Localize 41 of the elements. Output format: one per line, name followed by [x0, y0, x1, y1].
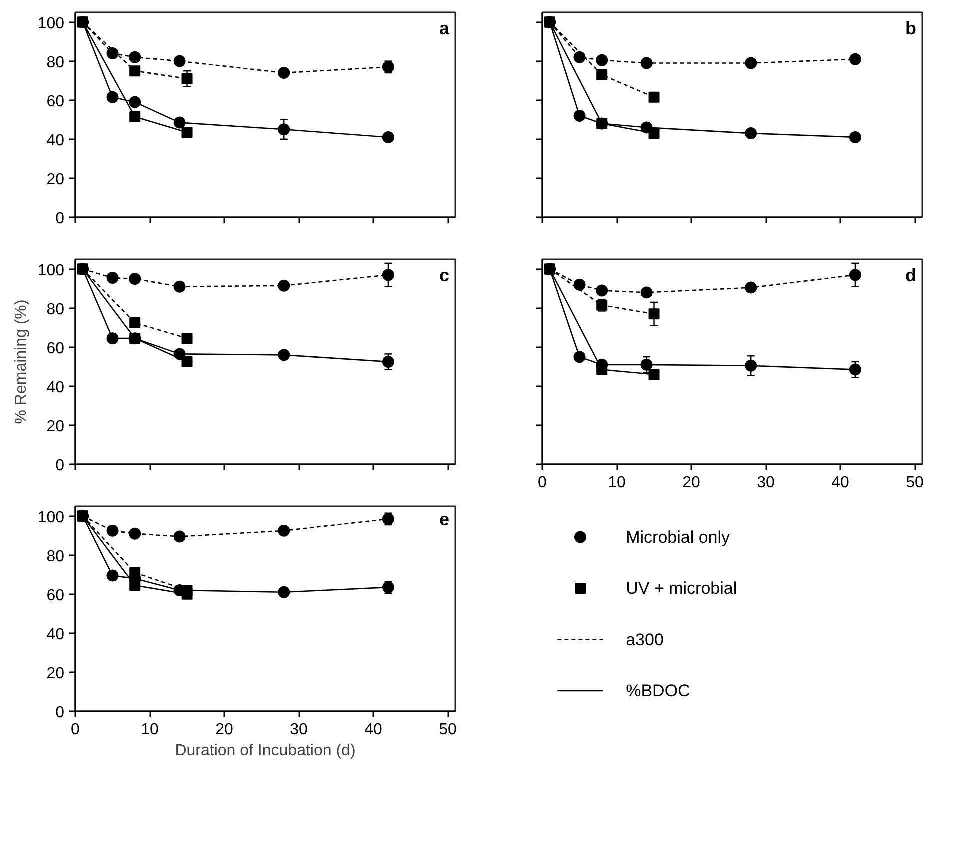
y-tick-label: 0 — [56, 458, 65, 474]
y-tick-label: 60 — [46, 340, 65, 358]
x-tick-label: 0 — [71, 722, 80, 738]
x-tick-label: 0 — [538, 474, 548, 492]
legend-label: a300 — [626, 630, 664, 650]
legend-label: UV + microbial — [626, 579, 738, 598]
y-tick-label: 100 — [38, 262, 65, 280]
chart-title: e — [439, 510, 450, 530]
x-tick-label: 20 — [216, 722, 234, 738]
chart-title: d — [906, 266, 917, 286]
x-tick-label: 50 — [439, 722, 458, 738]
chart-title: c — [439, 266, 450, 286]
chart-title: b — [906, 18, 917, 38]
x-tick-label: 40 — [832, 474, 850, 492]
x-tick-label: 10 — [141, 722, 160, 738]
legend-label: Microbial only — [626, 528, 731, 547]
y-tick-label: 40 — [46, 132, 65, 150]
chart-title: a — [439, 18, 450, 38]
legend-label: %BDOC — [626, 682, 690, 700]
x-axis-title: Duration of Incubation (d) — [175, 742, 356, 760]
x-tick-label: 50 — [906, 474, 924, 492]
y-tick-label: 80 — [46, 301, 65, 318]
y-tick-label: 20 — [46, 665, 65, 682]
y-tick-label: 100 — [38, 15, 65, 32]
x-tick-label: 10 — [608, 474, 626, 492]
y-tick-label: 20 — [46, 418, 65, 436]
y-tick-label: 60 — [46, 93, 65, 110]
y-tick-label: 40 — [46, 626, 65, 644]
y-tick-label: 40 — [46, 379, 65, 396]
x-tick-label: 20 — [682, 474, 701, 492]
y-tick-label: 0 — [56, 210, 65, 228]
x-tick-label: 40 — [364, 722, 383, 738]
y-tick-label: 20 — [46, 171, 65, 188]
y-axis-title: % Remaining (%) — [12, 300, 30, 424]
x-tick-label: 30 — [757, 474, 776, 492]
y-tick-label: 80 — [46, 548, 65, 566]
x-tick-label: 30 — [290, 722, 308, 738]
y-tick-label: 80 — [46, 54, 65, 72]
y-tick-label: 0 — [56, 704, 65, 722]
y-tick-label: 60 — [46, 587, 65, 604]
y-tick-label: 100 — [38, 509, 65, 526]
